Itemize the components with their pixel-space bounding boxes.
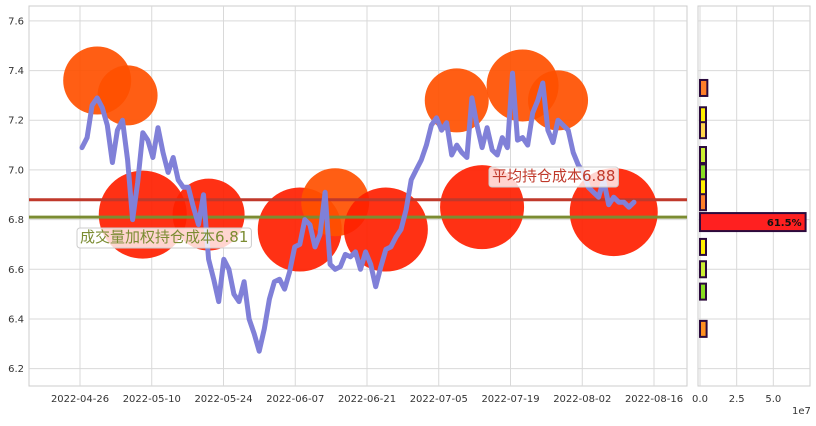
side-x-unit: 1e7 (792, 406, 811, 417)
volume-bar-label: 61.5% (767, 218, 802, 229)
x-tick-label: 2022-05-24 (194, 394, 252, 405)
y-tick-label: 7.2 (8, 116, 24, 127)
volume-bar (699, 163, 707, 182)
side-plot-frame (697, 5, 811, 387)
cost-line-labels: 平均持仓成本6.88 成交量加权持仓成本6.81 (76, 166, 619, 249)
volume-distribution-panel: 61.5% 0.0 2.5 5.0 1e7 (692, 5, 811, 417)
y-tick-label: 7.4 (8, 66, 24, 77)
side-x-tick-label: 5.0 (765, 394, 781, 405)
volume-bar (699, 282, 707, 301)
x-tick-label: 2022-08-02 (553, 394, 611, 405)
volume-bar (699, 146, 707, 165)
main-y-ticks: 6.2 6.4 6.6 6.8 7.0 7.2 7.4 7.6 (8, 16, 24, 375)
volume-bar (699, 237, 707, 256)
x-tick-label: 2022-07-05 (410, 394, 468, 405)
volume-bar (699, 212, 807, 233)
cost-bubble (97, 65, 158, 126)
x-tick-label: 2022-06-07 (266, 394, 324, 405)
y-tick-label: 6.8 (8, 215, 24, 226)
side-x-tick-label: 0.0 (692, 394, 708, 405)
x-tick-label: 2022-07-19 (481, 394, 539, 405)
volume-bar (699, 106, 707, 125)
main-price-panel: 2022-04-26 2022-05-10 2022-05-24 2022-06-07… (8, 5, 688, 405)
side-x-ticks: 0.0 2.5 5.0 (692, 394, 781, 405)
x-tick-label: 2022-05-10 (123, 394, 181, 405)
cost-line-label: 平均持仓成本6.88 (492, 167, 615, 185)
y-tick-label: 7.0 (8, 165, 24, 176)
volume-bar (699, 193, 707, 212)
volume-bar (699, 178, 707, 197)
x-tick-label: 2022-04-26 (51, 394, 109, 405)
main-x-ticks: 2022-04-26 2022-05-10 2022-05-24 2022-06-07… (51, 394, 683, 405)
cost-line-label-box (488, 166, 619, 188)
volume-bars: 61.5% (699, 78, 807, 338)
volume-bar (699, 319, 708, 338)
y-tick-label: 7.6 (8, 16, 24, 27)
price-line-layer (79, 70, 637, 354)
cost-line-label: 成交量加权持仓成本6.81 (80, 228, 248, 246)
x-tick-label: 2022-08-16 (625, 394, 683, 405)
cost-line-label-box (76, 227, 252, 249)
price-line (79, 70, 637, 354)
y-tick-label: 6.4 (8, 314, 24, 325)
volume-bar (699, 260, 707, 279)
cost-lines (29, 198, 687, 219)
y-tick-label: 6.2 (8, 364, 24, 375)
volume-bar (699, 121, 707, 140)
side-x-tick-label: 2.5 (729, 394, 745, 405)
y-tick-label: 6.6 (8, 265, 24, 276)
x-tick-label: 2022-06-21 (338, 394, 396, 405)
volume-bar (699, 78, 709, 97)
